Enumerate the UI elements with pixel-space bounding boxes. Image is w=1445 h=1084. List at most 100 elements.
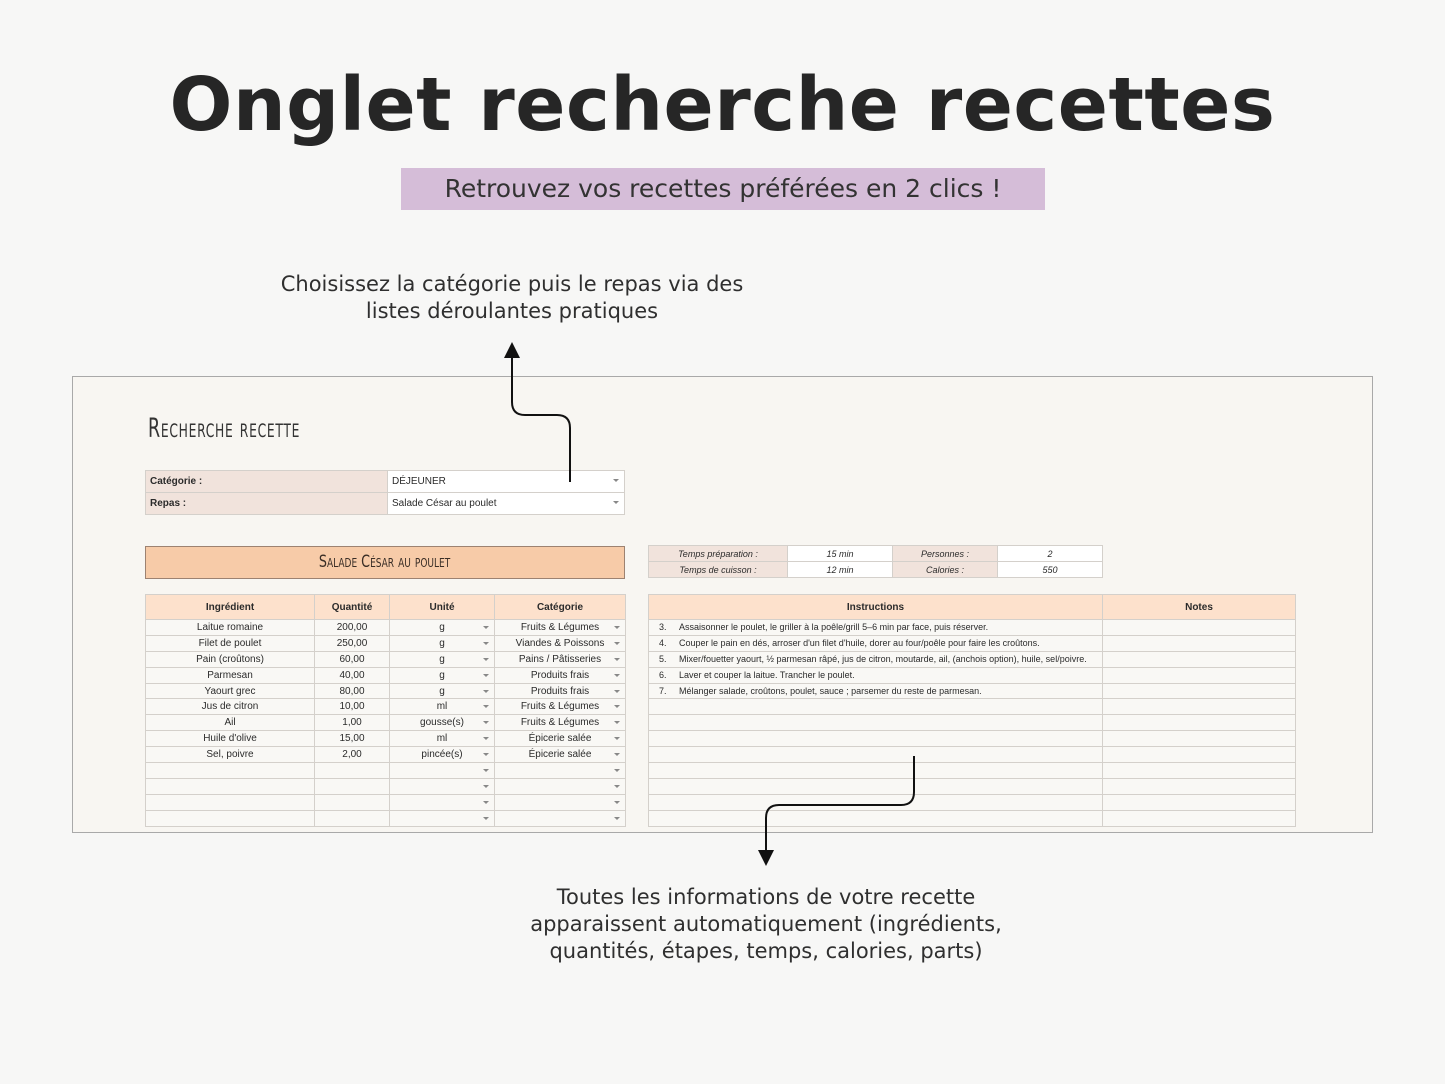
meal-dropdown[interactable]: Salade César au poulet xyxy=(387,492,625,515)
dropdown-arrow-icon[interactable] xyxy=(483,800,489,804)
instruction-cell: 4. Couper le pain en dés, arroser d'un fi… xyxy=(648,634,1103,652)
ingredient-quantity-cell: 250,00 xyxy=(314,634,390,652)
dropdown-arrow-icon[interactable] xyxy=(614,721,620,725)
column-header: Notes xyxy=(1102,594,1296,620)
ingredient-category: Épicerie salée xyxy=(528,733,592,745)
ingredient-name: Parmesan xyxy=(207,669,253,681)
instruction-row xyxy=(648,714,1296,732)
dropdown-arrow-icon[interactable] xyxy=(483,626,489,629)
ingredient-quantity-cell: 40,00 xyxy=(314,666,390,684)
ingredient-category-cell[interactable]: Viandes & Poissons xyxy=(494,634,626,652)
ingredient-quantity-cell: 200,00 xyxy=(314,619,390,636)
category-dropdown[interactable]: DÉJEUNER xyxy=(387,470,625,493)
dropdown-arrow-icon[interactable] xyxy=(483,784,489,788)
ingredient-category: Épicerie salée xyxy=(528,749,592,761)
dropdown-arrow-icon[interactable] xyxy=(483,705,489,709)
ingredient-quantity: 1,00 xyxy=(342,717,362,729)
ingredient-unit: gousse(s) xyxy=(420,717,464,729)
ingredient-category-cell[interactable]: Épicerie salée xyxy=(494,746,626,764)
dropdown-arrow-icon[interactable] xyxy=(614,705,620,709)
category-label: Catégorie : xyxy=(145,470,388,493)
step-number: 5. xyxy=(659,654,667,665)
step-number: 4. xyxy=(659,638,667,649)
column-header: Ingrédient xyxy=(145,594,315,620)
ingredient-category: Produits frais xyxy=(530,669,590,681)
step-text: Couper le pain en dés, arroser d'un file… xyxy=(679,638,1040,649)
recipe-info-table: Temps préparation : 15 min Personnes : 2… xyxy=(648,545,1103,578)
dropdown-arrow-icon[interactable] xyxy=(483,816,489,820)
dropdown-arrow-icon[interactable] xyxy=(614,657,620,661)
ingredient-unit-cell[interactable]: g xyxy=(389,650,495,668)
ingredient-name-cell: Laitue romaine xyxy=(145,619,315,636)
ingredient-category-cell[interactable]: Pains / Pâtisseries xyxy=(494,650,626,668)
sheet-title: Recherche recette xyxy=(148,413,301,444)
ingredient-unit-cell[interactable]: ml xyxy=(389,730,495,748)
ingredient-quantity: 15,00 xyxy=(339,733,365,745)
dropdown-arrow-icon[interactable] xyxy=(614,737,620,741)
dropdown-arrow-icon[interactable] xyxy=(483,673,489,677)
dropdown-arrow-icon[interactable] xyxy=(614,769,620,773)
dropdown-arrow-icon[interactable] xyxy=(614,800,620,804)
instruction-row xyxy=(648,809,1296,827)
instruction-cell xyxy=(648,777,1103,795)
ingredient-category-cell[interactable]: Fruits & Légumes xyxy=(494,714,626,732)
dropdown-arrow-icon[interactable] xyxy=(614,673,620,677)
annotation-top: Choisissez la catégorie puis le repas vi… xyxy=(232,271,792,325)
ingredient-category: Produits frais xyxy=(530,685,590,697)
step-text: Mixer/fouetter yaourt, ½ parmesan râpé, … xyxy=(679,654,1087,665)
cook-time-value: 12 min xyxy=(787,561,893,578)
dropdown-arrow-icon[interactable] xyxy=(614,753,620,757)
ingredient-name: Huile d'olive xyxy=(203,733,257,745)
dropdown-arrow-icon[interactable] xyxy=(614,641,620,645)
dropdown-arrow-icon[interactable] xyxy=(483,641,489,645)
notes-cell xyxy=(1102,634,1296,652)
dropdown-arrow-icon[interactable] xyxy=(614,689,620,693)
ingredient-name-cell xyxy=(145,809,315,827)
dropdown-arrow-icon[interactable] xyxy=(614,626,620,629)
step-text: Assaisonner le poulet, le griller à la p… xyxy=(679,622,989,633)
instructions-table: Instructions Notes 3. Assaisonner le poul… xyxy=(648,594,1296,827)
ingredient-unit: g xyxy=(439,653,445,665)
dropdown-arrow-icon[interactable] xyxy=(483,737,489,741)
ingredient-category-cell[interactable]: Fruits & Légumes xyxy=(494,698,626,716)
dropdown-arrow-icon[interactable] xyxy=(613,501,619,504)
dropdown-arrow-icon[interactable] xyxy=(483,721,489,725)
column-header: Catégorie xyxy=(494,594,626,620)
dropdown-arrow-icon[interactable] xyxy=(614,816,620,820)
ingredient-unit: g xyxy=(439,685,445,697)
ingredient-row xyxy=(145,809,626,827)
ingredient-unit-cell[interactable]: gousse(s) xyxy=(389,714,495,732)
step-number: 6. xyxy=(659,670,667,681)
ingredient-category-cell[interactable] xyxy=(494,793,626,811)
ingredient-unit-cell[interactable]: g xyxy=(389,682,495,700)
notes-cell xyxy=(1102,682,1296,700)
ingredient-unit-cell[interactable]: pincée(s) xyxy=(389,746,495,764)
ingredient-category-cell[interactable] xyxy=(494,809,626,827)
ingredient-name-cell: Ail xyxy=(145,714,315,732)
instruction-row: 7. Mélanger salade, croûtons, poulet, sau… xyxy=(648,682,1296,700)
annotation-line: apparaissent automatiquement (ingrédient… xyxy=(530,912,1002,936)
dropdown-arrow-icon[interactable] xyxy=(613,479,619,482)
step-number: 3. xyxy=(659,622,667,633)
arrow-up-icon xyxy=(504,342,571,482)
dropdown-arrow-icon[interactable] xyxy=(483,689,489,693)
ingredient-unit-cell[interactable] xyxy=(389,777,495,795)
ingredient-unit-cell[interactable] xyxy=(389,793,495,811)
ingredient-category-cell[interactable]: Produits frais xyxy=(494,666,626,684)
annotation-bottom: Toutes les informations de votre recette… xyxy=(486,884,1046,965)
ingredient-name-cell: Huile d'olive xyxy=(145,730,315,748)
ingredient-unit-cell[interactable]: g xyxy=(389,634,495,652)
annotation-line: quantités, étapes, temps, calories, part… xyxy=(549,939,983,963)
calories-label: Calories : xyxy=(892,561,998,578)
dropdown-arrow-icon[interactable] xyxy=(483,769,489,773)
dropdown-arrow-icon[interactable] xyxy=(614,784,620,788)
instruction-row: 5. Mixer/fouetter yaourt, ½ parmesan râpé… xyxy=(648,650,1296,668)
calories-value: 550 xyxy=(997,561,1103,578)
ingredient-category: Fruits & Légumes xyxy=(520,621,600,633)
dropdown-arrow-icon[interactable] xyxy=(483,657,489,661)
selector-table: Catégorie : DÉJEUNER Repas : Salade Césa… xyxy=(145,470,625,515)
step-text: Mélanger salade, croûtons, poulet, sauce… xyxy=(679,686,982,696)
dropdown-arrow-icon[interactable] xyxy=(483,753,489,757)
ingredient-unit-cell[interactable] xyxy=(389,809,495,827)
